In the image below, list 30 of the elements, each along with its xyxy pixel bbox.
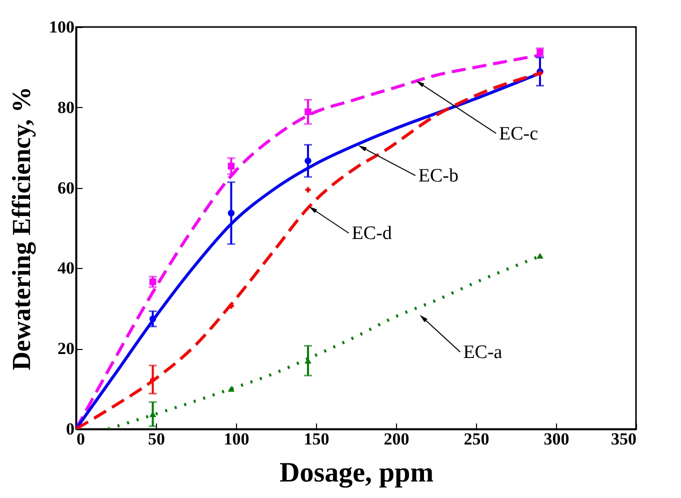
- y-tick-label: 40: [58, 258, 74, 278]
- x-tick-label: 200: [384, 430, 410, 448]
- point: [228, 162, 235, 170]
- x-tick-label: 100: [224, 430, 250, 448]
- x-tick-label: 350: [611, 430, 636, 448]
- point: [228, 210, 235, 216]
- x-axis-title: Dosage, ppm: [279, 458, 434, 488]
- point: [304, 108, 312, 116]
- point: [305, 187, 311, 193]
- point: [536, 252, 544, 259]
- point: [228, 303, 234, 309]
- point: [536, 48, 544, 56]
- point: [228, 386, 235, 392]
- y-tick-label: 60: [58, 178, 74, 198]
- annotation: EC-d: [352, 223, 392, 244]
- x-tick-label: 300: [544, 430, 570, 448]
- x-tick-label: 50: [148, 430, 165, 448]
- point: [150, 376, 156, 382]
- annotation: EC-c: [499, 123, 538, 144]
- point: [149, 278, 156, 286]
- y-tick-label: 20: [58, 339, 74, 358]
- y-tick-label: 80: [58, 98, 74, 117]
- annotation: EC-b: [418, 166, 459, 187]
- point: [304, 158, 312, 164]
- x-tick-label: 150: [304, 430, 330, 448]
- y-axis-title: Dewatering Efficiency, %: [7, 86, 36, 370]
- point: [149, 316, 156, 322]
- x-tick-label: 250: [464, 430, 490, 448]
- annotation: EC-a: [463, 342, 503, 364]
- y-tick-label: 100: [49, 18, 74, 36]
